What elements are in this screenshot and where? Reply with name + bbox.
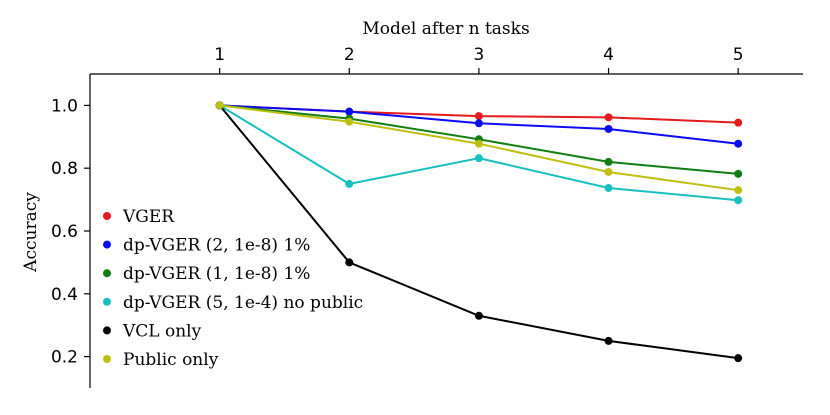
y-tick-label: 0.8 [51,159,78,179]
x-tick-label: 5 [733,45,744,65]
series-layer [215,101,743,363]
legend-label: dp-VGER (5, 1e-4) no public [123,293,363,313]
y-tick-label: 1.0 [51,96,78,116]
legend-entry: dp-VGER (5, 1e-4) no public [103,293,363,313]
data-point [734,354,743,363]
axes: 1 2 3 4 5 0.2 0.4 0.6 0.8 1.0 [51,45,803,388]
data-point [474,311,483,320]
data-point [734,196,743,205]
y-tick-label: 0.6 [51,222,78,242]
data-point [734,118,743,127]
y-axis-label: Accuracy [21,192,41,273]
data-point [604,157,613,166]
data-point [345,179,354,188]
data-point [474,154,483,163]
data-point [345,107,354,116]
legend-marker [103,326,111,335]
legend-label: Public only [123,350,219,370]
x-tick-label: 2 [344,45,355,65]
legend-marker [103,297,111,306]
legend-marker [103,355,111,363]
x-tick-label: 4 [603,45,614,65]
y-tick-label: 0.2 [51,348,78,368]
data-point [345,117,354,126]
data-point [734,139,743,148]
data-point [604,124,613,133]
legend-entry: dp-VGER (1, 1e-8) 1% [103,264,310,284]
data-point [734,169,743,178]
data-point [604,167,613,176]
legend-entry: VCL only [103,321,202,341]
legend-label: VCL only [122,321,202,341]
series-6 [215,101,743,195]
data-point [215,101,224,110]
data-point [734,186,743,195]
legend-entry: dp-VGER (2, 1e-8) 1% [103,236,310,256]
legend-marker [103,269,111,278]
x-tick-label: 1 [214,45,225,65]
legend-label: VGER [122,207,175,227]
legend-marker [103,240,111,249]
x-axis-label: Model after n tasks [362,19,529,39]
data-point [604,183,613,192]
y-tick-label: 0.4 [51,285,78,305]
legend: VGER dp-VGER (2, 1e-8) 1% dp-VGER (1, 1e-8… [103,207,363,370]
data-point [474,139,483,148]
legend-label: dp-VGER (1, 1e-8) 1% [123,264,310,284]
legend-label: dp-VGER (2, 1e-8) 1% [123,236,310,256]
legend-marker [103,212,111,220]
data-point [604,336,613,345]
data-point [345,258,354,267]
legend-entry: Public only [103,350,219,370]
data-point [474,112,483,121]
data-point [604,113,613,122]
legend-entry: VGER [103,207,175,227]
x-tick-label: 3 [473,45,484,65]
data-point [474,119,483,128]
